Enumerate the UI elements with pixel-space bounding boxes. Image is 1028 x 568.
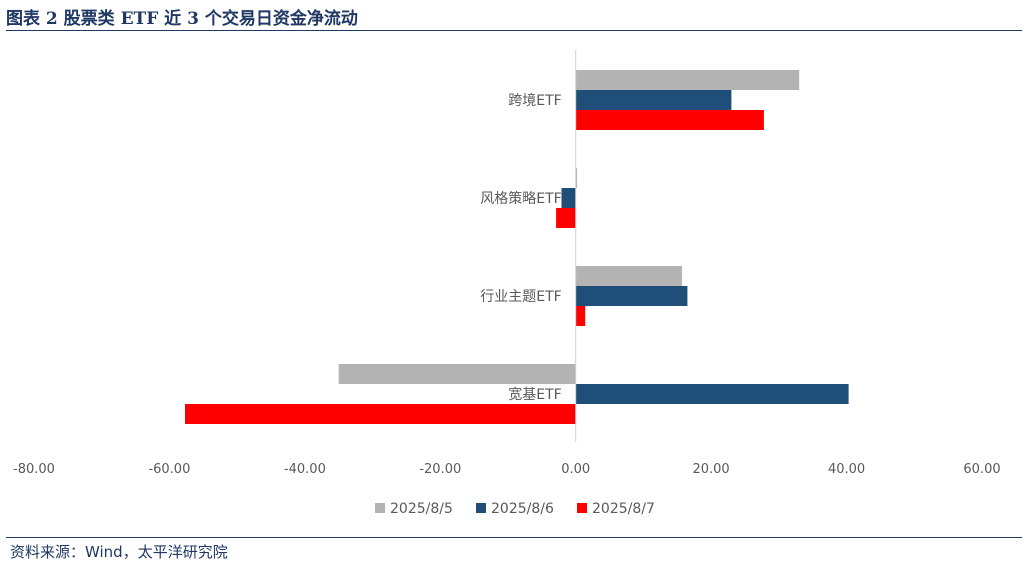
legend-swatch-3	[577, 503, 587, 513]
bars-layer	[185, 70, 849, 424]
legend-label-1: 2025/8/5	[390, 501, 453, 517]
legend-swatch-1	[375, 503, 385, 513]
bar-1-3	[575, 110, 764, 130]
bar-3-3	[575, 306, 586, 326]
x-tick-label-5: 0.00	[561, 462, 590, 477]
legend-label-2: 2025/8/6	[491, 501, 554, 517]
category-label-1: 跨境ETF	[508, 93, 561, 109]
x-tick-label-3: -40.00	[284, 462, 326, 477]
x-tick-label-7: 40.00	[828, 462, 865, 477]
x-tick-label-1: -80.00	[13, 462, 55, 477]
bar-3-1	[575, 266, 682, 286]
legend-label-3: 2025/8/7	[592, 501, 655, 517]
bar-4-2	[575, 384, 849, 404]
category-label-3: 行业主题ETF	[480, 289, 561, 305]
category-label-4: 宽基ETF	[508, 386, 561, 403]
bar-2-2	[561, 188, 576, 208]
legend-swatch-2	[476, 503, 486, 513]
figure-title: 图表 2 股票类 ETF 近 3 个交易日资金净流动	[6, 9, 358, 29]
bar-1-2	[575, 90, 732, 110]
category-label-2: 风格策略ETF	[480, 190, 561, 207]
bar-3-2	[575, 286, 688, 306]
x-tick-labels: -80.00 -60.00 -40.00 -20.00 0.00 20.00 40.00 60…	[13, 462, 1001, 477]
bar-2-3	[556, 208, 576, 228]
legend: 2025/8/5 2025/8/6 2025/8/7	[375, 501, 655, 517]
bar-2-1	[575, 168, 578, 188]
x-tick-label-8: 60.00	[963, 462, 1000, 477]
source-note: 资料来源：Wind，太平洋研究院	[10, 543, 228, 561]
category-labels: 跨境ETF 风格策略ETF 行业主题ETF 宽基ETF	[480, 93, 561, 403]
x-tick-label-6: 20.00	[692, 462, 729, 477]
x-tick-label-4: -20.00	[419, 462, 461, 477]
bottom-divider	[6, 537, 1022, 538]
bar-1-1	[575, 70, 800, 90]
x-tick-label-2: -60.00	[148, 462, 190, 477]
bar-4-1	[338, 364, 576, 384]
top-divider	[6, 30, 1022, 31]
bar-4-3	[185, 404, 576, 424]
